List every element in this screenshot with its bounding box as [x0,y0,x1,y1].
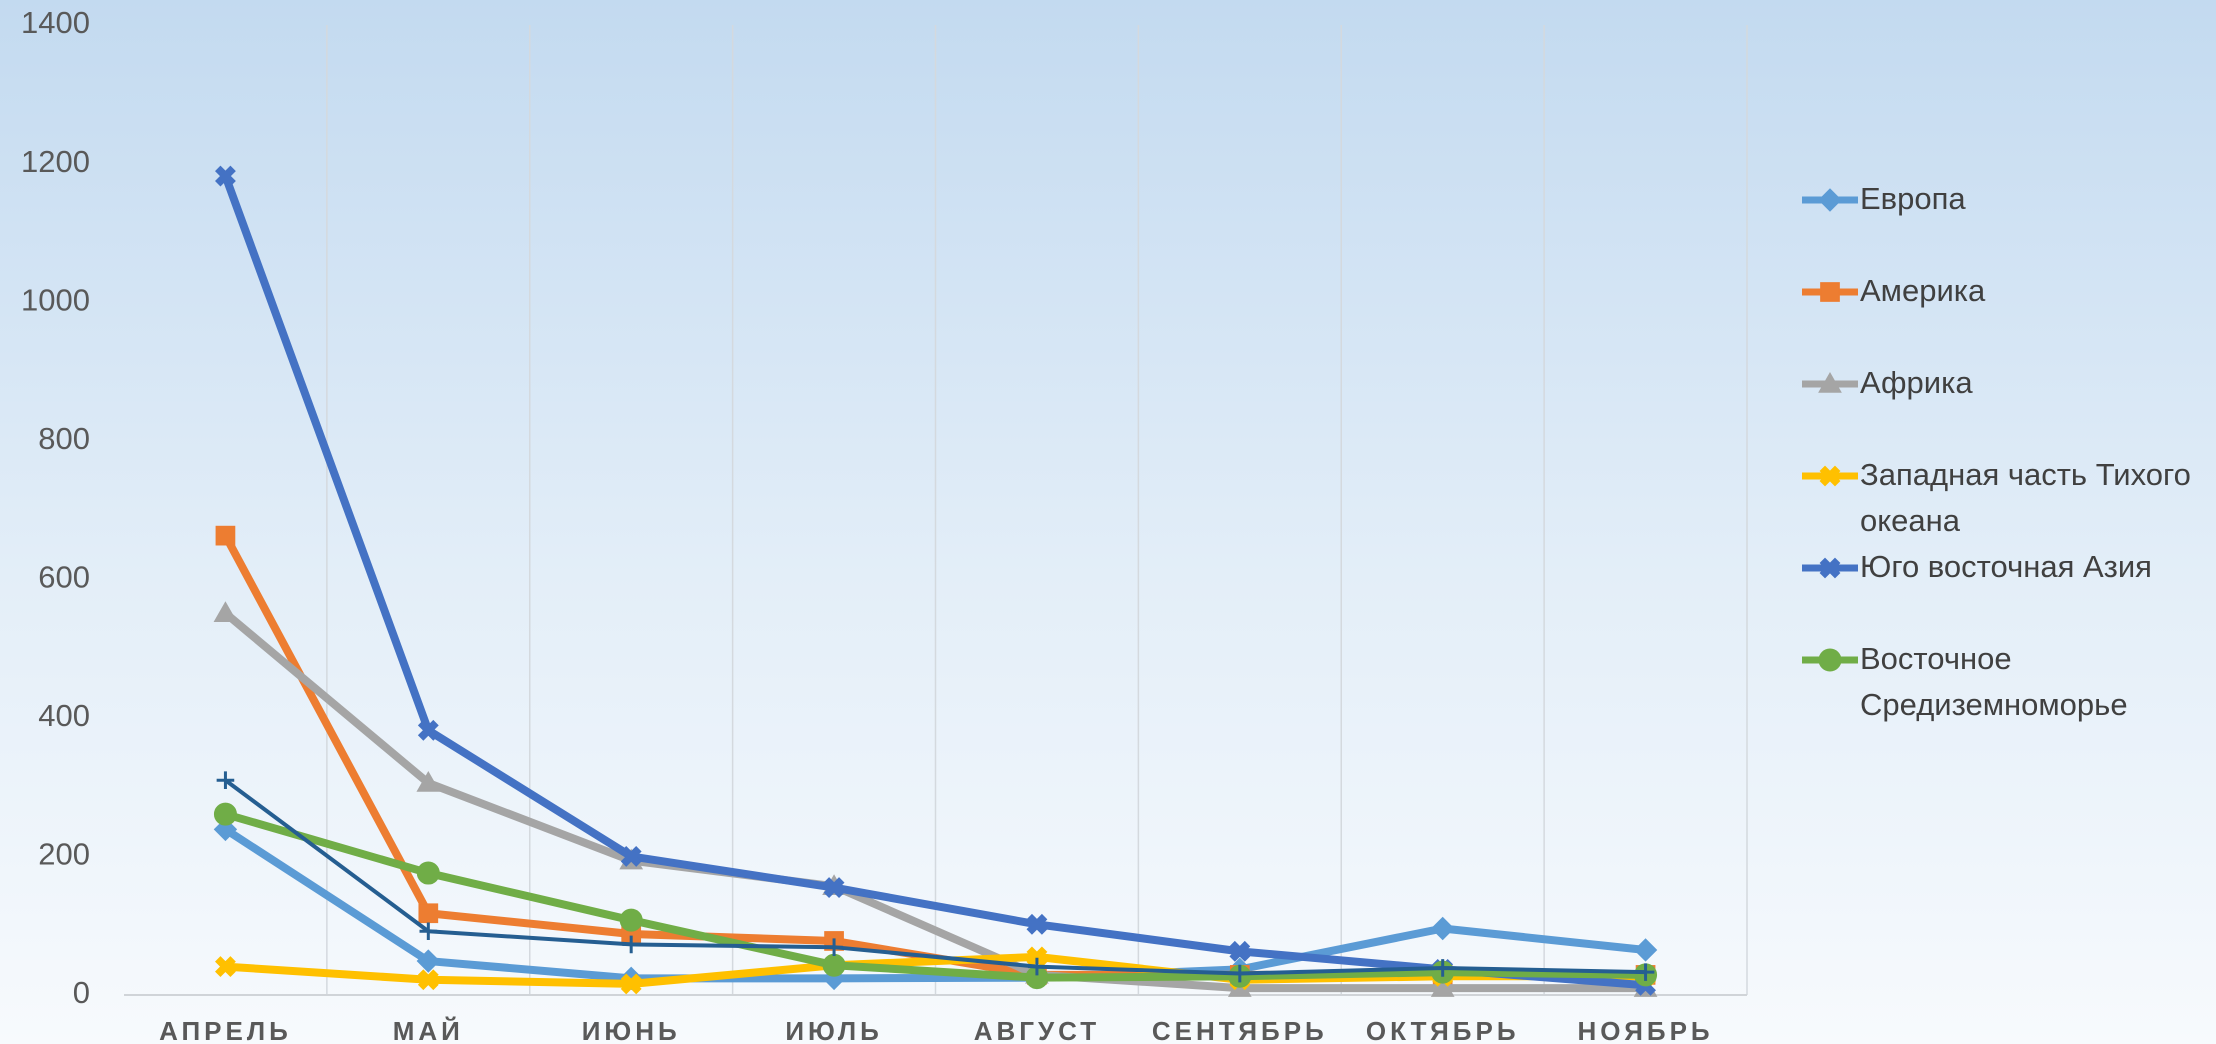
marker [619,908,643,932]
x-tick-label: ОКТЯБРЬ [1366,1016,1520,1044]
legend-swatch [1802,557,1858,579]
legend-swatch [1802,648,1858,672]
marker [1028,957,1046,976]
marker [1818,188,1842,212]
y-tick-label: 200 [38,837,90,872]
legend-swatch [1802,188,1858,212]
line [224,810,1646,982]
x-tick-label: АВГУСТ [974,1016,1100,1044]
marker [823,877,845,899]
x-tick-label: ИЮНЬ [582,1016,681,1044]
marker [825,938,843,956]
legend-label: Америка [1860,273,1986,308]
marker [417,719,439,741]
legend: Европа Америка Африка Западная часть Тихого… [1800,168,2216,722]
series [215,165,1656,996]
marker [622,935,640,954]
marker [216,771,235,790]
line [225,952,1646,988]
marker [1818,371,1842,393]
legend-label: Восточное Средиземноморье [1860,641,2128,722]
legend-entry: Западная часть Тихого океана [1800,444,2216,538]
legend-label: Юго восточная Азия [1860,549,2152,584]
legend-entry: Восточное Средиземноморье [1800,628,2216,722]
marker [215,165,236,187]
legend-entry: Юго восточная Азия [1800,536,2216,628]
y-tick-label: 400 [38,698,90,733]
marker [822,953,846,977]
marker [416,770,441,792]
marker [1819,465,1841,487]
marker [620,973,642,995]
marker [1231,964,1249,983]
marker [1430,916,1455,941]
series [216,771,1655,983]
y-tick-label: 1400 [21,5,90,40]
marker [215,525,236,546]
legend-label: Африка [1860,365,1973,400]
marker [1026,913,1048,935]
line [224,778,1646,976]
marker [215,956,236,978]
marker [620,846,642,867]
y-tick-label: 0 [73,975,90,1010]
x-tick-label: АПРЕЛЬ [159,1016,292,1044]
marker [1818,648,1842,672]
x-tick-label: СЕНТЯБРЬ [1152,1016,1328,1044]
marker [213,601,238,622]
y-tick-label: 1200 [21,144,90,179]
y-tick-label: 600 [38,559,90,594]
line [222,610,1646,993]
legend-label: Европа [1860,181,1966,216]
x-tick-label: МАЙ [393,1016,464,1044]
marker [416,861,440,885]
legend-swatch [1802,371,1858,393]
marker [1433,959,1452,977]
marker [417,969,439,991]
marker [418,903,439,924]
marker [419,922,438,941]
y-tick-label: 800 [38,421,90,456]
marker [1636,963,1655,981]
marker [1819,557,1841,579]
legend-entry: Европа [1800,168,2216,260]
marker [1229,940,1251,962]
legend-swatch [1802,465,1858,487]
line [223,826,1646,983]
legend-entry: Америка [1800,260,2216,352]
line [221,174,1646,990]
marker [1820,282,1840,302]
legend-entry: Африка [1800,352,2216,444]
marker [1026,946,1048,968]
x-tick-label: НОЯБРЬ [1578,1016,1714,1044]
x-tick-label: ИЮЛЬ [785,1016,882,1044]
y-tick-label: 1000 [21,282,90,317]
marker [1633,938,1658,962]
marker [1430,976,1455,997]
marker [416,949,441,973]
marker [213,802,237,826]
legend-swatch [1802,282,1858,302]
legend-label: Западная часть Тихого океана [1860,457,2191,538]
